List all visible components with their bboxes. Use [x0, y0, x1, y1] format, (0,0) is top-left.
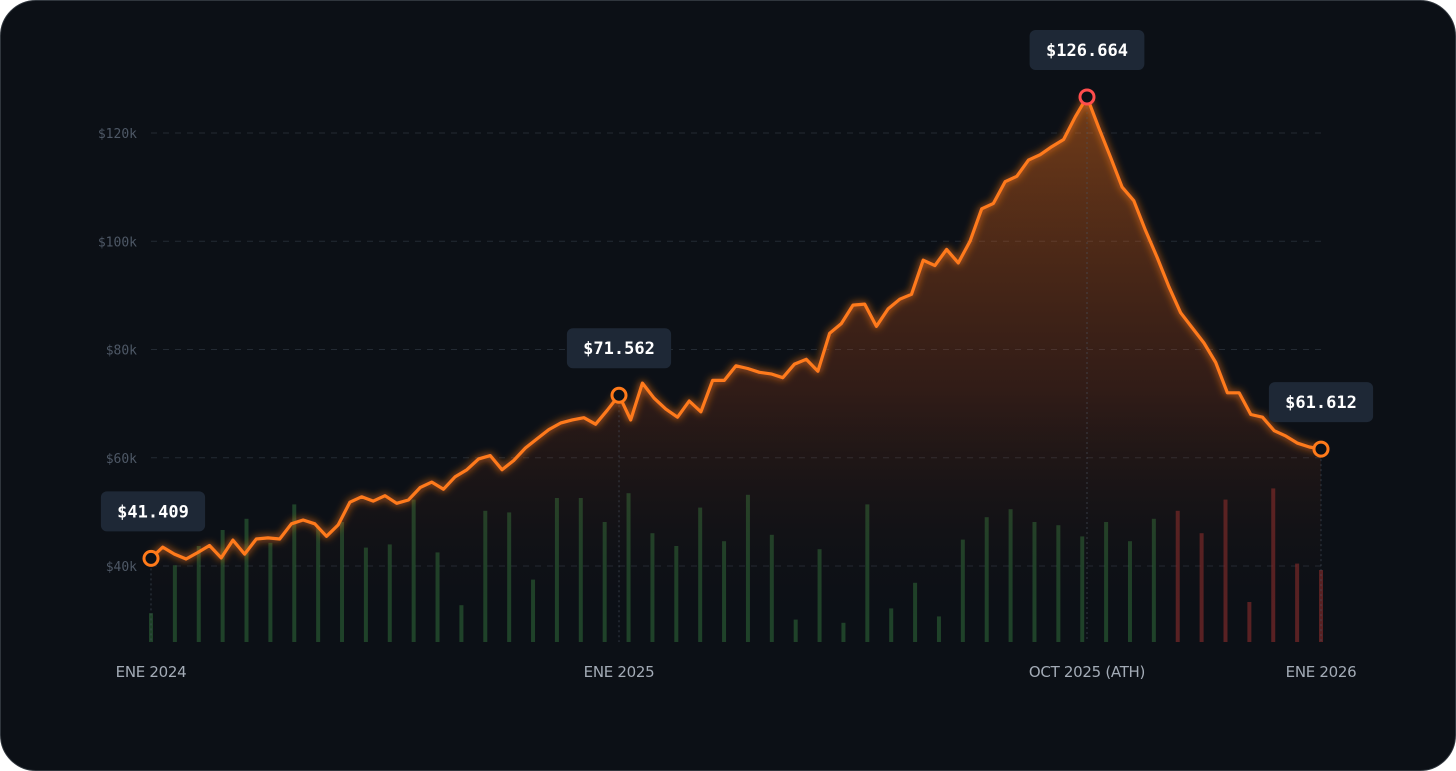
price-callout: $126.664: [1029, 29, 1145, 70]
ath-marker: [1078, 88, 1096, 106]
x-tick-label: OCT 2025 (ATH): [1029, 663, 1145, 681]
price-marker: [610, 386, 628, 404]
price-area-fill: [151, 96, 1321, 631]
callout-box: [1029, 29, 1145, 70]
callout-label: $61.612: [1285, 393, 1357, 413]
y-tick-label: $60k: [106, 452, 137, 467]
callout-box: [100, 491, 206, 532]
annotation-markers: [142, 88, 1330, 567]
callout-label: $71.562: [583, 339, 655, 359]
y-tick-label: $120k: [98, 127, 137, 142]
price-line: [149, 95, 1323, 561]
price-line-group: [149, 95, 1323, 561]
price-area: [151, 96, 1321, 631]
callout-label: $41.409: [117, 502, 189, 522]
price-marker: [142, 549, 160, 567]
y-tick-label: $80k: [106, 344, 137, 359]
price-callout: $71.562: [566, 328, 672, 369]
y-tick-label: $40k: [106, 560, 137, 575]
volume-bar: [841, 622, 846, 642]
price-callout: $41.409: [100, 491, 206, 532]
y-tick-label: $100k: [98, 235, 137, 250]
x-tick-label: ENE 2025: [584, 663, 655, 681]
x-tick-label: ENE 2024: [116, 663, 187, 681]
price-marker: [1312, 440, 1330, 458]
callout-box: [1268, 382, 1374, 423]
price-callout: $61.612: [1268, 382, 1374, 423]
x-axis: ENE 2024 ENE 2025 OCT 2025 (ATH) ENE 2026: [116, 663, 1357, 681]
annotation-guides: [150, 96, 1322, 642]
x-tick-label: ENE 2026: [1286, 663, 1357, 681]
y-axis: $40k $60k $80k $100k $120k: [98, 127, 137, 575]
callout-label: $126.664: [1046, 41, 1128, 61]
price-callouts: $41.409 $71.562 $126.664 $61.612: [100, 29, 1374, 532]
callout-box: [566, 328, 672, 369]
